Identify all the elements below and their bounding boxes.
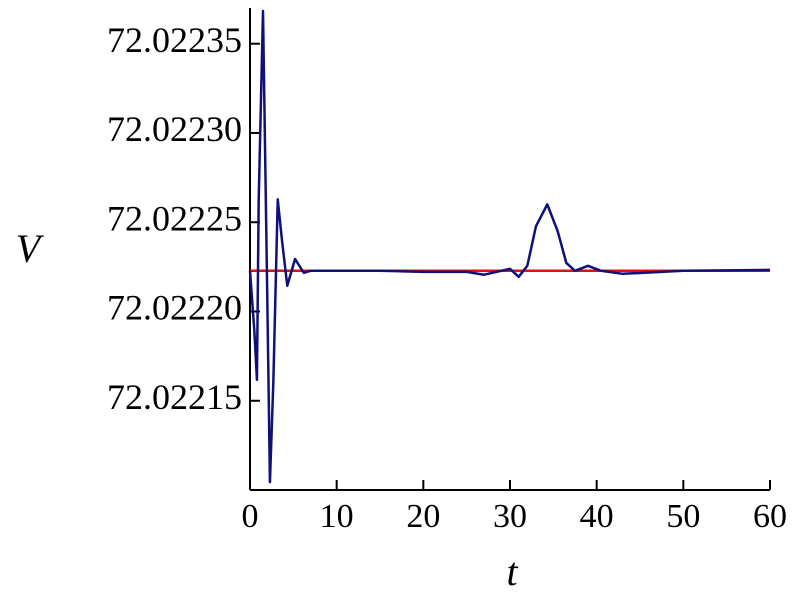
y-tick-label: 72.02230 [107,109,242,149]
x-tick-label: 50 [666,498,700,535]
x-tick-label: 10 [320,498,354,535]
x-tick-label: 20 [406,498,440,535]
y-tick-label: 72.02235 [107,20,242,60]
y-tick-label: 72.02225 [107,198,242,238]
line-series [248,9,771,484]
x-tick-label: 60 [753,498,787,535]
y-tick-label: 72.02220 [107,288,242,328]
x-axis-label: t [506,549,518,594]
x-tick-label: 40 [580,498,614,535]
x-tick-label: 30 [493,498,527,535]
y-tick-label: 72.02215 [107,377,242,417]
x-tick-label: 0 [242,498,259,535]
y-axis-label: V [16,226,45,271]
